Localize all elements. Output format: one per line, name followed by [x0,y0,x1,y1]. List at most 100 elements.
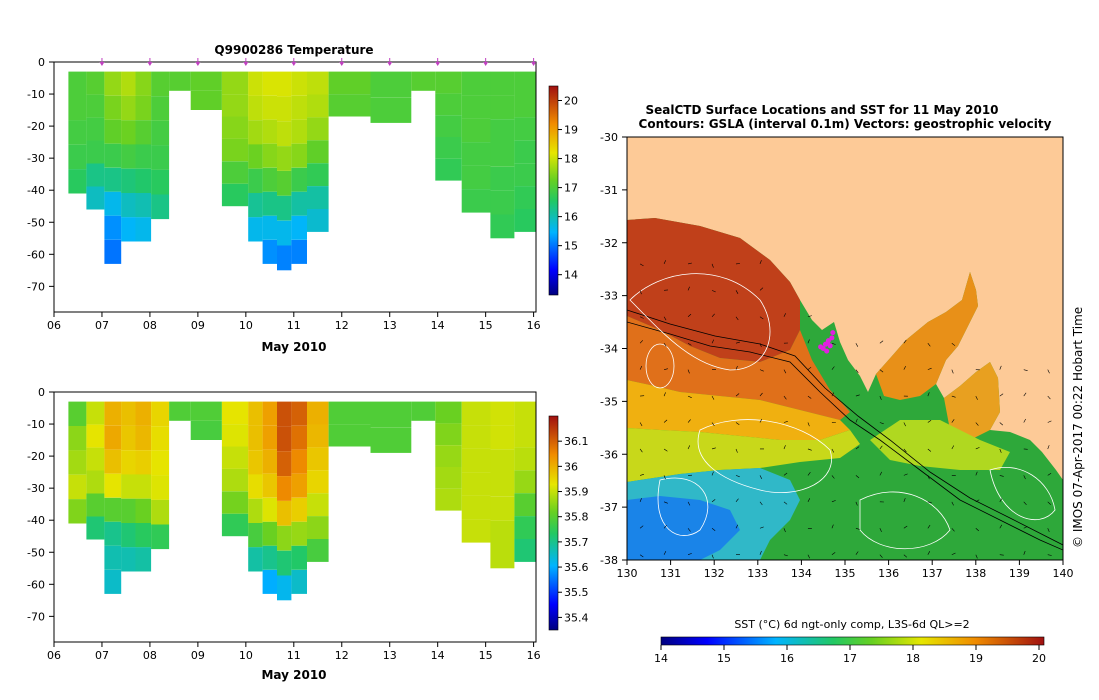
velocity-vector [999,475,1004,477]
section-cell [121,120,136,145]
section-cell [221,424,249,447]
section-cell [221,446,249,469]
colorbar-tick-label: 17 [564,182,578,195]
section-cell [277,146,292,171]
velocity-vector [663,392,666,397]
map-y-tick-label: -33 [600,290,618,303]
section-cell [104,473,122,498]
velocity-vector [663,368,668,370]
velocity-vector [687,395,692,398]
section-cell [277,171,292,196]
x-tick-label: 14 [431,319,445,332]
velocity-vector [711,447,716,450]
velocity-vector [831,552,836,555]
velocity-vector [759,550,762,555]
section-cell [277,96,292,122]
velocity-vector [663,448,668,452]
spencer-gulf [876,272,978,400]
velocity-vector [855,418,858,423]
profile-marker-head [291,62,297,66]
section-cell [262,521,277,546]
colorbar-tick-label: 18 [564,153,578,166]
section-cell [135,217,152,242]
velocity-vector [639,525,644,529]
section-cell [248,120,263,145]
section-cell [277,245,292,271]
section-cell [221,94,249,117]
section-cell [307,424,329,448]
velocity-vector [1047,369,1050,374]
map-y-tick-label: -37 [600,501,618,514]
velocity-vector [735,290,739,294]
section-cell [248,450,263,475]
imos-credit: © IMOS 07-Apr-2017 00:22 Hobart Time [1071,307,1085,548]
x-tick-label: 10 [239,649,253,662]
section-cell [104,95,122,120]
velocity-vector [879,554,883,558]
gsla-contour [657,477,709,536]
seal-position [829,335,835,341]
section-cell [135,401,152,426]
velocity-vector [855,527,860,530]
section-cell [328,71,371,94]
velocity-vector [855,501,858,506]
section-cell [307,163,329,187]
velocity-vector [999,393,1004,397]
section-cell [151,499,170,525]
seal-position [825,340,831,346]
section-cell [307,539,329,562]
section-cell [490,190,515,215]
section-cell [490,71,515,96]
section-cell [68,499,87,524]
section-cell [248,95,263,121]
section-cell [514,424,536,448]
section-cell [135,71,152,96]
velocity-vector [711,290,716,293]
mid-band [627,428,860,482]
section-cell [461,71,491,96]
section-cell [262,473,277,498]
velocity-vector [759,392,763,397]
section-cell [151,401,170,427]
velocity-vector [783,528,786,533]
section-cell [291,215,307,240]
section-cell [262,191,277,216]
map-y-tick-label: -34 [600,343,618,356]
velocity-vector [927,551,931,555]
section-cell [221,71,249,94]
section-cell [104,449,122,474]
section-cell [370,427,412,453]
velocity-vector [639,474,644,476]
velocity-vector [735,448,738,453]
velocity-vector [1047,473,1052,476]
section-cell [490,496,515,521]
velocity-vector [975,499,980,503]
section-cell [291,521,307,546]
salinity-colorbar [548,415,559,631]
profile-marker-head [195,62,201,66]
section-cell [461,425,491,449]
velocity-vector [711,554,714,559]
section-cell [190,420,222,440]
salinity-section-cells [68,401,536,601]
section-cell [121,71,136,96]
section-cell [104,71,122,96]
section-cell [435,71,462,94]
x-tick-label: 07 [95,649,109,662]
profile-marker-head [99,62,105,66]
section-cell [514,516,536,539]
velocity-vector [711,313,715,317]
velocity-vector [687,313,692,317]
section-cell [190,71,222,91]
colorbar-tick-label: 15 [564,240,578,253]
section-cell [68,71,87,96]
velocity-vector [975,554,978,559]
temperature-section-cells [68,71,536,271]
velocity-vector [759,418,763,423]
velocity-vector [999,448,1002,453]
section-cell [307,94,329,118]
section-cell [435,467,462,489]
map-x-tick-label: 138 [965,567,986,580]
velocity-vector [711,499,716,503]
section-cell [435,137,462,159]
